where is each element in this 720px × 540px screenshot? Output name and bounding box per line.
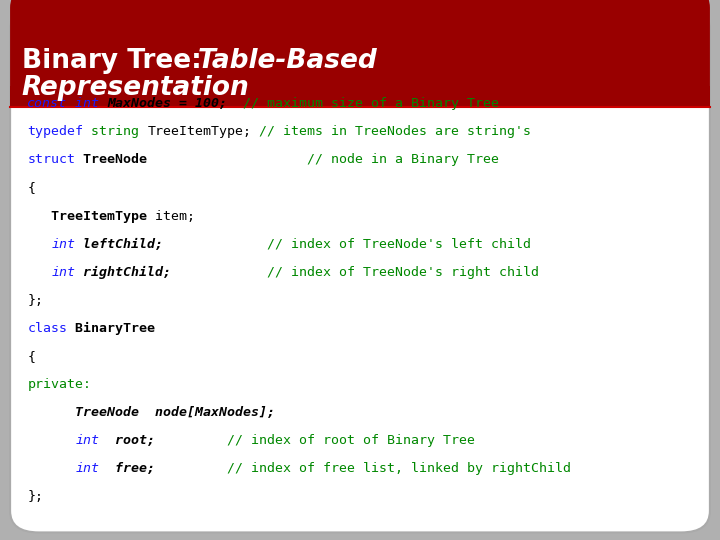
FancyBboxPatch shape (10, 8, 710, 532)
Text: TreeNode: TreeNode (76, 153, 148, 166)
Text: int: int (68, 97, 107, 110)
Text: node[MaxNodes];: node[MaxNodes]; (140, 406, 275, 419)
Text: BinaryTree: BinaryTree (68, 322, 156, 335)
Text: int: int (51, 266, 76, 279)
Text: };: }; (27, 490, 43, 503)
Text: struct: struct (27, 153, 76, 166)
Text: private:: private: (27, 378, 91, 391)
Text: // index of free list, linked by rightChild: // index of free list, linked by rightCh… (156, 462, 572, 475)
Text: typedef: typedef (27, 125, 84, 138)
Text: Representation: Representation (22, 75, 249, 100)
Text: // node in a Binary Tree: // node in a Binary Tree (148, 153, 500, 166)
Text: MaxNodes = 100;: MaxNodes = 100; (107, 97, 228, 110)
Bar (10, 86, 710, 107)
Text: // index of TreeNode's right child: // index of TreeNode's right child (171, 266, 539, 279)
Text: TreeNode: TreeNode (27, 406, 140, 419)
Text: string: string (84, 125, 148, 138)
Text: int: int (51, 238, 76, 251)
FancyBboxPatch shape (10, 0, 710, 107)
Text: root;: root; (99, 434, 156, 447)
Text: // index of TreeNode's left child: // index of TreeNode's left child (163, 238, 531, 251)
Text: rightChild;: rightChild; (76, 266, 171, 279)
Text: };: }; (27, 294, 43, 307)
Text: // items in TreeNodes are string's: // items in TreeNodes are string's (251, 125, 531, 138)
Text: {: { (27, 181, 35, 194)
Text: Binary Tree:: Binary Tree: (22, 48, 210, 73)
Text: // maximum size of a Binary Tree: // maximum size of a Binary Tree (228, 97, 500, 110)
Text: const: const (27, 97, 68, 110)
Text: {: { (27, 350, 35, 363)
Text: // index of root of Binary Tree: // index of root of Binary Tree (156, 434, 475, 447)
Text: item;: item; (148, 210, 195, 222)
Text: leftChild;: leftChild; (76, 238, 163, 251)
Text: free;: free; (99, 462, 156, 475)
Text: int: int (76, 434, 99, 447)
Text: TreeItemType;: TreeItemType; (148, 125, 251, 138)
Text: Table-Based: Table-Based (198, 48, 378, 73)
Text: int: int (76, 462, 99, 475)
Text: class: class (27, 322, 68, 335)
Text: TreeItemType: TreeItemType (27, 210, 148, 222)
